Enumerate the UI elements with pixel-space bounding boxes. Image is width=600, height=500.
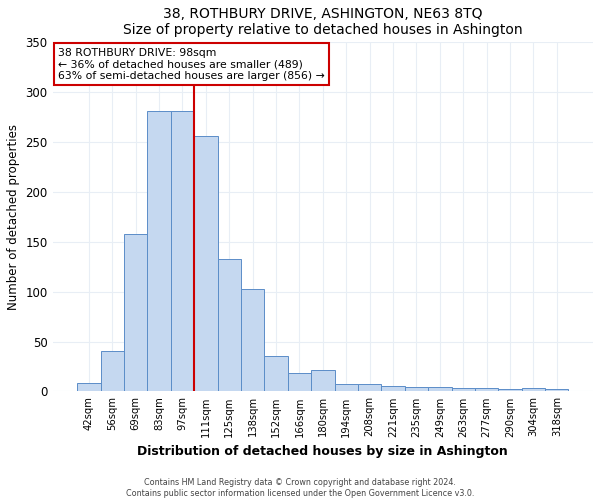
Text: Contains HM Land Registry data © Crown copyright and database right 2024.
Contai: Contains HM Land Registry data © Crown c…: [126, 478, 474, 498]
Bar: [148, 112, 171, 392]
Bar: [428, 388, 452, 392]
Bar: [77, 382, 101, 392]
Bar: [194, 136, 218, 392]
Bar: [545, 390, 568, 392]
Title: 38, ROTHBURY DRIVE, ASHINGTON, NE63 8TQ
Size of property relative to detached ho: 38, ROTHBURY DRIVE, ASHINGTON, NE63 8TQ …: [123, 7, 523, 37]
Bar: [288, 372, 311, 392]
Bar: [382, 386, 405, 392]
Bar: [405, 388, 428, 392]
Bar: [452, 388, 475, 392]
Bar: [475, 388, 499, 392]
X-axis label: Distribution of detached houses by size in Ashington: Distribution of detached houses by size …: [137, 445, 508, 458]
Bar: [499, 390, 521, 392]
Text: 38 ROTHBURY DRIVE: 98sqm
← 36% of detached houses are smaller (489)
63% of semi-: 38 ROTHBURY DRIVE: 98sqm ← 36% of detach…: [58, 48, 325, 81]
Bar: [218, 259, 241, 392]
Bar: [124, 234, 148, 392]
Bar: [311, 370, 335, 392]
Bar: [101, 350, 124, 392]
Bar: [171, 112, 194, 392]
Bar: [521, 388, 545, 392]
Y-axis label: Number of detached properties: Number of detached properties: [7, 124, 20, 310]
Bar: [241, 289, 265, 392]
Bar: [335, 384, 358, 392]
Bar: [265, 356, 288, 392]
Bar: [358, 384, 382, 392]
